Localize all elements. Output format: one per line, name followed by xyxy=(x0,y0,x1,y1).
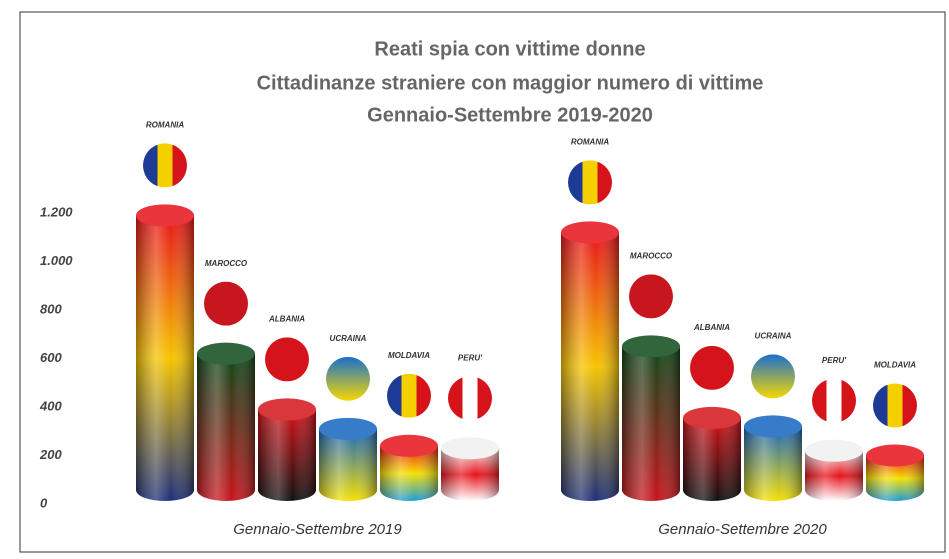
bar xyxy=(744,415,802,501)
flag xyxy=(143,143,187,188)
category-label: ALBANIA xyxy=(268,315,305,324)
category-label: MOLDAVIA xyxy=(388,351,430,360)
category-label: UCRAINA xyxy=(755,332,792,341)
y-tick-label: 200 xyxy=(39,447,62,462)
chart-title: Cittadinanze straniere con maggior numer… xyxy=(257,72,764,94)
flag xyxy=(204,281,248,326)
y-tick-label: 1.200 xyxy=(40,204,73,219)
bar xyxy=(561,221,619,501)
group-label: Gennaio-Settembre 2019 xyxy=(233,521,402,538)
category-label: ALBANIA xyxy=(693,323,730,332)
bar xyxy=(380,434,438,501)
y-tick-label: 600 xyxy=(40,350,62,365)
category-label: MAROCCO xyxy=(630,251,673,260)
bar xyxy=(197,342,255,501)
category-label: ROMANIA xyxy=(571,138,609,147)
category-label: MOLDAVIA xyxy=(874,361,916,370)
bar xyxy=(866,444,924,501)
bar xyxy=(622,335,680,501)
category-label: ROMANIA xyxy=(146,121,184,130)
bar xyxy=(258,398,316,501)
flag xyxy=(751,354,795,399)
y-tick-label: 0 xyxy=(40,495,48,510)
group-label: Gennaio-Settembre 2020 xyxy=(658,521,827,538)
flag xyxy=(873,383,917,428)
flag xyxy=(387,373,431,418)
bar xyxy=(319,417,377,501)
y-tick-label: 400 xyxy=(39,398,62,413)
y-tick-label: 800 xyxy=(40,301,62,316)
flag xyxy=(568,160,612,205)
flag xyxy=(265,337,309,382)
y-tick-label: 1.000 xyxy=(40,253,73,268)
flag xyxy=(812,378,856,423)
category-label: PERU' xyxy=(458,353,483,362)
bar xyxy=(683,406,741,501)
flag xyxy=(629,274,673,319)
flag xyxy=(326,356,370,401)
flag xyxy=(690,345,734,390)
category-label: PERU' xyxy=(822,356,847,365)
bar xyxy=(136,204,194,502)
category-label: MAROCCO xyxy=(205,259,248,268)
category-label: UCRAINA xyxy=(330,334,367,343)
chart-title: Gennaio-Settembre 2019-2020 xyxy=(367,104,653,126)
bar xyxy=(441,437,499,501)
chart-title: Reati spia con vittime donne xyxy=(374,38,645,60)
frame xyxy=(19,11,946,553)
bar xyxy=(805,439,863,501)
flag xyxy=(448,376,492,421)
